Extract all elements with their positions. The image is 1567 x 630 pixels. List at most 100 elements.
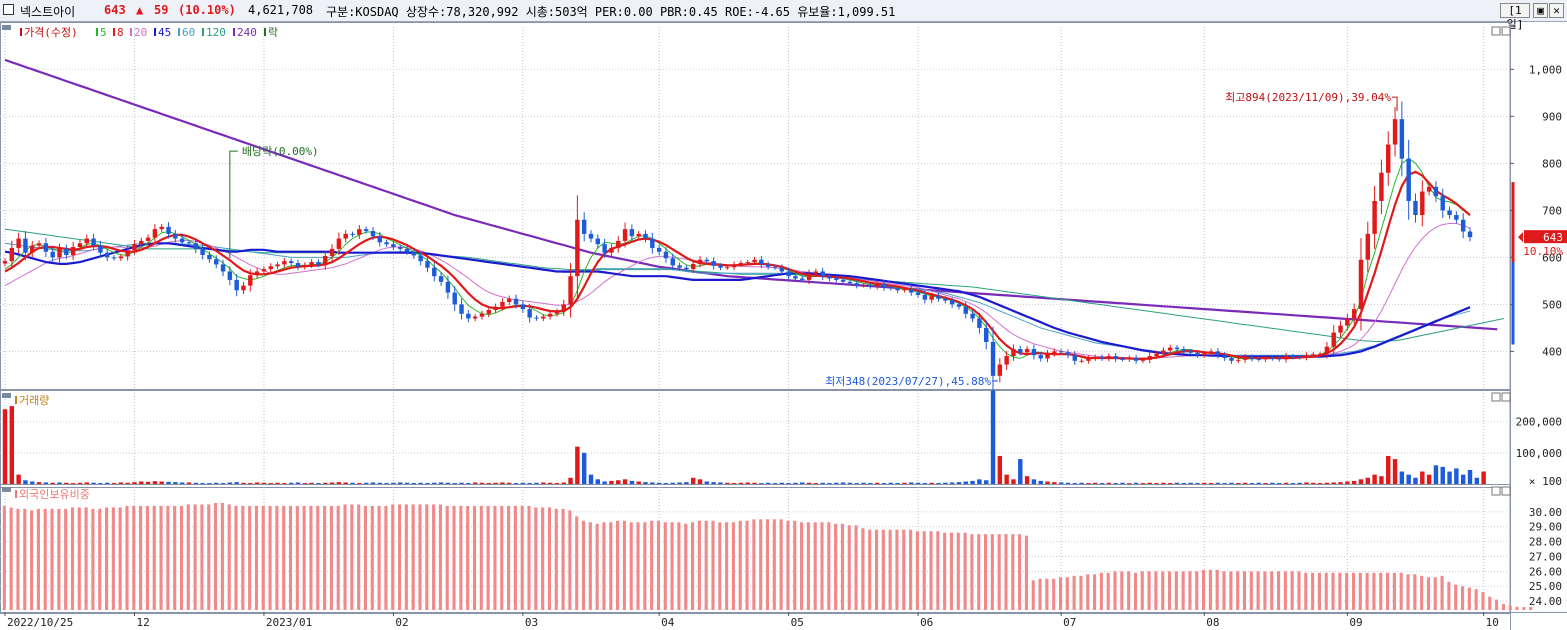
volume-bar — [118, 482, 124, 484]
volume-bar — [452, 483, 457, 485]
candle-body — [166, 226, 171, 234]
y-tick-label: 28.00 — [1529, 536, 1562, 549]
volume-bar — [1447, 471, 1452, 484]
maximize-icon[interactable]: ▣ — [1533, 3, 1548, 18]
candle-body — [561, 304, 566, 312]
candle-body — [139, 240, 144, 245]
foreign-bar — [302, 505, 306, 610]
foreign-bar — [1386, 572, 1390, 610]
foreign-bar — [1283, 571, 1287, 610]
foreign-bar — [786, 520, 790, 610]
volume-bar — [1038, 480, 1043, 484]
volume-bar — [1079, 482, 1084, 484]
candle-body — [1195, 352, 1200, 356]
volume-bar — [1440, 466, 1445, 484]
candle-body — [432, 267, 437, 277]
candle-body — [1018, 349, 1023, 353]
volume-panel: 거래량 — [2, 390, 1486, 485]
candle-body — [588, 233, 594, 239]
foreign-bar — [411, 504, 415, 610]
candle-body — [738, 263, 744, 265]
foreign-bar — [840, 523, 845, 610]
foreign-bar — [568, 510, 572, 610]
foreign-bar — [581, 520, 586, 610]
foreign-bar — [418, 504, 422, 610]
close-icon[interactable]: ✕ — [1549, 3, 1564, 18]
volume-bar — [23, 480, 28, 484]
volume-bar — [1331, 482, 1336, 484]
candle-body — [9, 247, 15, 262]
candle-body — [902, 289, 907, 291]
axes: 400 500 600 700 800 900 1,000 100,000 200,000 × 1… — [4, 26, 1567, 629]
foreign-bar — [1018, 534, 1022, 610]
panel-handle-icon — [2, 487, 11, 492]
volume-bar — [874, 482, 880, 484]
volume-bar — [697, 479, 703, 484]
select-checkbox[interactable] — [3, 4, 14, 15]
foreign-bar — [507, 505, 511, 610]
foreign-bar — [9, 507, 13, 610]
candle-body — [1242, 357, 1248, 360]
volume-bar — [1304, 482, 1309, 484]
foreign-bar — [275, 505, 279, 610]
foreign-bar — [847, 525, 851, 610]
legend-swatch — [15, 490, 17, 498]
volume-bar — [718, 482, 723, 484]
volume-bar — [1161, 482, 1166, 484]
candle-body — [1229, 357, 1234, 361]
foreign-bar — [1399, 572, 1403, 610]
volume-bar — [861, 482, 866, 484]
volume-bar — [922, 483, 928, 485]
candle-body — [629, 229, 635, 237]
foreign-bar — [1024, 535, 1028, 610]
volume-bar — [779, 482, 785, 484]
foreign-bar — [1154, 571, 1158, 610]
candle-body — [70, 247, 76, 256]
foreign-bar — [459, 505, 463, 610]
candle-body — [1045, 353, 1050, 359]
volume-bar — [1379, 476, 1384, 484]
foreign-bar — [1522, 607, 1526, 610]
volume-bar — [588, 474, 594, 484]
foreign-bar — [1093, 574, 1097, 610]
foreign-bar — [718, 522, 722, 610]
foreign-bar — [64, 508, 68, 610]
legend-swatch — [15, 396, 17, 404]
volume-bar — [1188, 482, 1193, 484]
volume-bar — [561, 482, 566, 484]
legend-label: 5 — [100, 26, 107, 39]
foreign-bar — [1433, 577, 1437, 610]
foreign-bar — [834, 523, 838, 610]
foreign-bar — [1508, 605, 1512, 610]
candle-body — [16, 238, 21, 248]
volume-bar — [1386, 455, 1391, 484]
foreign-bar — [915, 531, 919, 610]
foreign-bar — [738, 520, 742, 610]
volume-bar — [1167, 483, 1173, 485]
volume-bar — [377, 482, 382, 484]
candle-body — [1338, 325, 1343, 333]
volume-bar — [622, 479, 628, 484]
volume-bar — [813, 483, 819, 485]
volume-bar — [745, 482, 750, 484]
volume-bar — [725, 482, 730, 484]
candle-body — [895, 288, 900, 291]
volume-bar — [575, 446, 580, 484]
foreign-bar — [50, 508, 54, 610]
foreign-bar — [466, 505, 470, 610]
foreign-bar — [248, 505, 252, 610]
volume-bar — [513, 483, 519, 485]
candle-body — [1004, 356, 1009, 365]
foreign-bar — [1167, 571, 1172, 610]
foreign-bar — [432, 504, 436, 610]
period-button[interactable]: [1일] — [1500, 3, 1530, 31]
candle-body — [1072, 355, 1078, 361]
volume-bar — [479, 482, 485, 484]
candle-body — [956, 304, 962, 307]
foreign-bar — [520, 505, 524, 610]
foreign-bar — [1215, 569, 1219, 610]
candle-body — [800, 278, 805, 280]
foreign-bar — [656, 520, 661, 610]
candle-body — [772, 266, 778, 268]
current-price: 643 — [104, 3, 126, 17]
